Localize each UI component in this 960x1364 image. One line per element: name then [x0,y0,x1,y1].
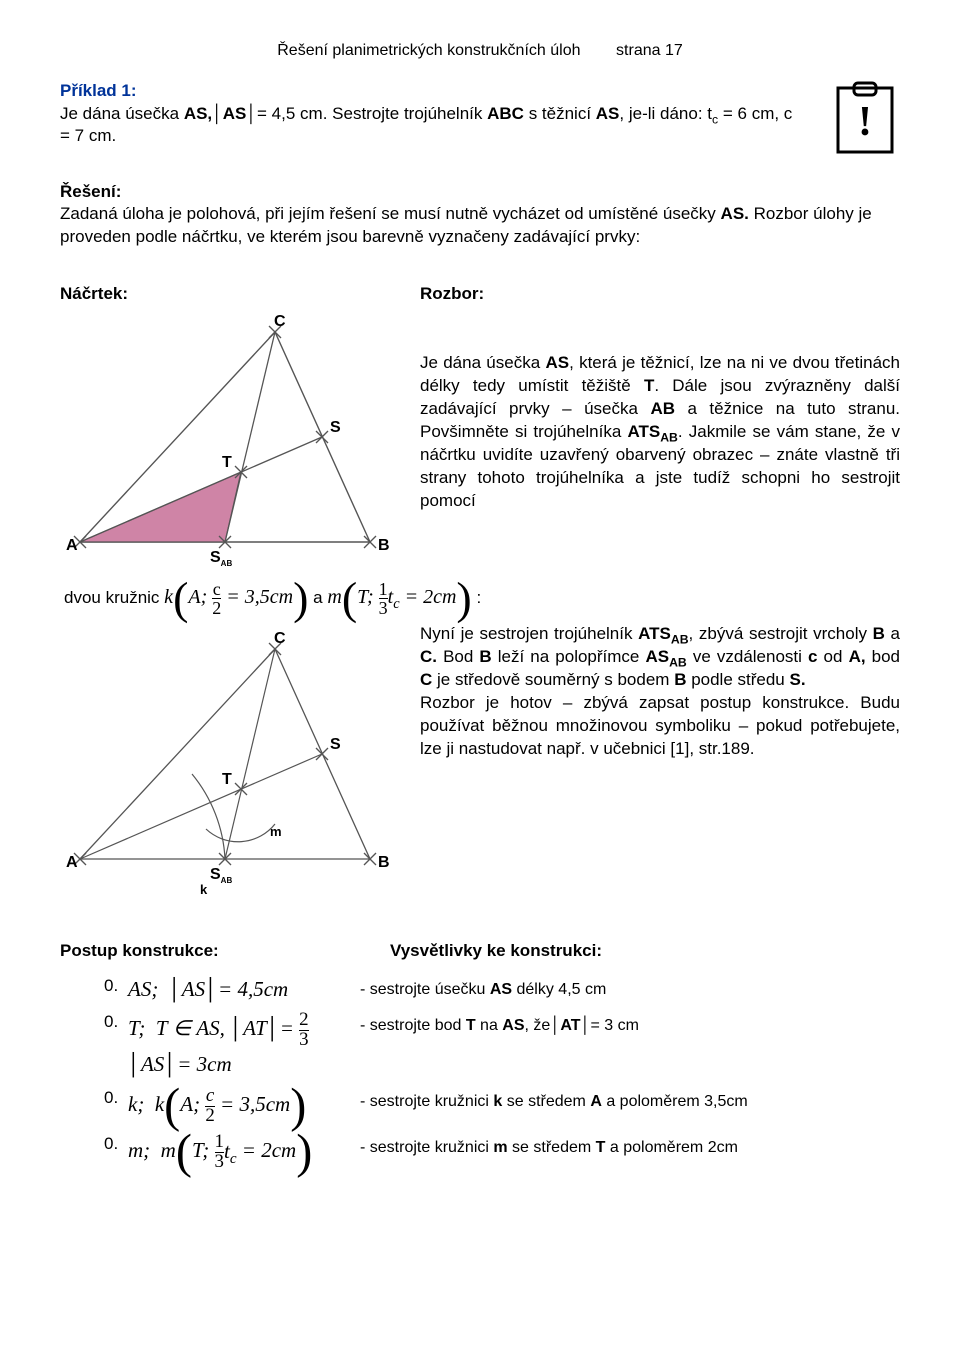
sketch-figure-2: A B C S T SAB m k [60,629,390,906]
page-number: 17 [665,42,683,59]
solution-intro: Zadaná úloha je polohová, při jejím řeše… [60,203,900,249]
construction-legend-heading: Vysvětlivky ke konstrukci: [390,940,900,963]
step-1: AS; │AS│= 4,5cm - sestrojte úsečku AS dé… [104,975,900,1003]
svg-text:S: S [330,419,341,436]
sketch-figure-1: A B C S T SAB [60,312,390,574]
svg-text:C: C [274,630,286,647]
svg-text:B: B [378,854,390,871]
svg-text:T: T [222,771,232,788]
solution-label: Řešení: [60,182,121,201]
svg-text:!: ! [858,99,872,145]
problem-statement: Je dána úsečka AS,│AS│= 4,5 cm. Sestrojt… [60,103,800,149]
svg-text:T: T [222,454,232,471]
svg-text:SAB: SAB [210,866,232,885]
doc-title: Řešení planimetrických konstrukčních úlo… [277,42,580,59]
construction-steps: AS; │AS│= 4,5cm - sestrojte úsečku AS dé… [60,975,900,1172]
page-label: strana [616,42,660,59]
sketch-label: Náčrtek: [60,283,390,306]
svg-text:C: C [274,313,286,330]
construction-heading: Postup konstrukce: [60,940,360,963]
example-heading: Příklad 1: [60,80,800,103]
svg-text:SAB: SAB [210,549,232,567]
svg-text:m: m [270,824,282,839]
page-header: Řešení planimetrických konstrukčních úlo… [60,40,900,62]
svg-text:A: A [66,537,78,554]
svg-text:B: B [378,537,390,554]
step-3: k; k(A; c2 = 3,5cm) - sestrojte kružnici… [104,1087,900,1126]
clipboard-icon: ! [830,80,900,167]
analysis-text-2: Nyní je sestrojen trojúhelník ATSAB, zbý… [420,623,900,761]
step-4: m; m(T; 13tc = 2cm) - sestrojte kružnici… [104,1133,900,1172]
svg-text:k: k [200,882,208,897]
svg-text:S: S [330,736,341,753]
step-2: T; T ∈ AS, │AT│= 23│AS│= 3cm - sestrojte… [104,1011,900,1078]
analysis-label: Rozbor: [420,283,900,306]
bridge-formula-line: dvou kružnic k(A; c2 = 3,5cm) a m(T; 13t… [60,580,900,617]
svg-text:A: A [66,854,78,871]
analysis-text-1: Je dána úsečka AS, která je těžnicí, lze… [420,352,900,513]
